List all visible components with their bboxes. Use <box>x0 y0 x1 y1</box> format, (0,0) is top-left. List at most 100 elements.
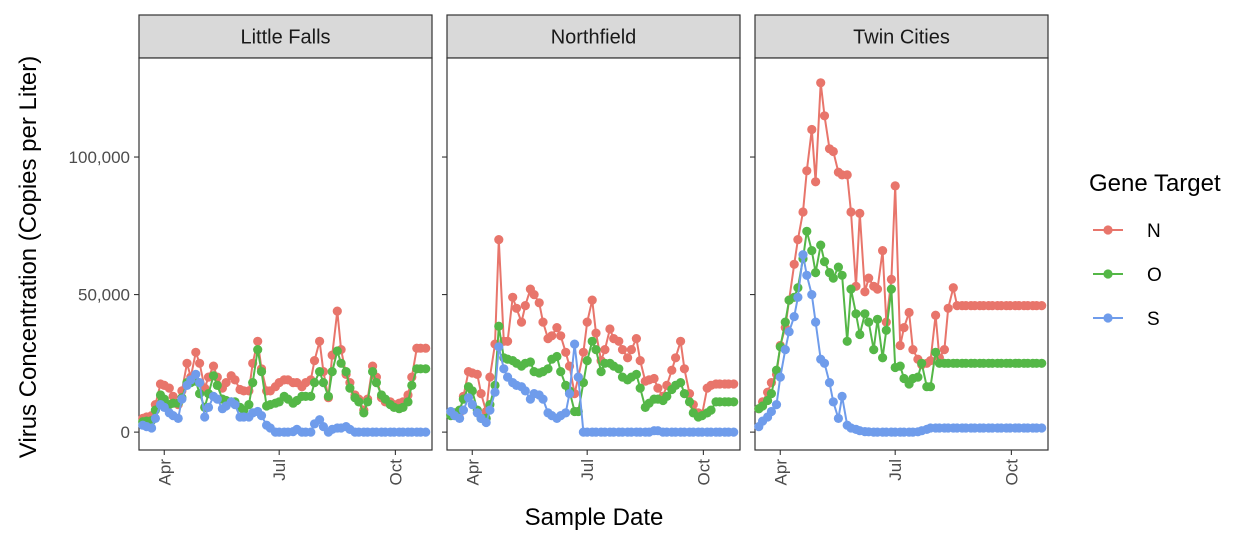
data-point <box>230 375 240 385</box>
data-point <box>855 329 865 340</box>
data-point <box>816 78 826 88</box>
data-point <box>766 406 777 417</box>
data-point <box>191 369 201 379</box>
data-point <box>472 369 482 379</box>
data-point <box>819 111 830 121</box>
data-point <box>371 378 381 388</box>
data-point <box>899 323 909 333</box>
data-point <box>614 336 624 346</box>
data-point <box>150 413 160 423</box>
data-point <box>631 334 642 344</box>
x-tick-label: Jul <box>886 459 905 481</box>
data-point <box>336 358 346 368</box>
data-point <box>780 317 790 327</box>
data-point <box>828 146 838 157</box>
y-tick-label: 50,000 <box>78 286 130 305</box>
data-point <box>467 400 477 410</box>
data-point <box>851 309 861 319</box>
data-point <box>667 365 677 375</box>
data-point <box>729 427 739 437</box>
legend-item-s: S <box>1093 309 1160 330</box>
legend-label: N <box>1147 221 1161 242</box>
data-point <box>802 166 812 176</box>
data-point <box>508 292 518 302</box>
data-point <box>623 353 633 363</box>
strip-background <box>138 14 433 59</box>
data-point <box>244 400 254 410</box>
data-point <box>1037 423 1047 433</box>
data-point <box>676 378 686 388</box>
data-point <box>649 373 659 384</box>
data-point <box>248 378 258 388</box>
data-point <box>323 391 333 401</box>
data-point <box>587 336 597 346</box>
data-point <box>842 170 852 180</box>
data-point <box>939 345 950 355</box>
data-point <box>543 364 553 374</box>
data-point <box>573 372 583 382</box>
strip-label-little-falls: Little Falls <box>240 27 330 49</box>
data-point <box>173 413 183 423</box>
data-point <box>846 207 856 217</box>
panel-little-falls: Little Falls 0 50,000 100,000 Apr Jul Oct <box>69 14 433 486</box>
x-axis-title: Sample Date <box>525 504 664 531</box>
legend-label: S <box>1147 309 1160 330</box>
data-point <box>917 358 927 368</box>
x-tick-label: Apr <box>463 459 482 486</box>
data-point <box>833 413 844 423</box>
data-point <box>195 389 205 399</box>
data-point <box>556 367 566 377</box>
data-point <box>256 411 267 421</box>
data-point <box>948 283 958 293</box>
series-N-little-falls <box>138 306 431 423</box>
data-point <box>458 405 468 415</box>
data-point <box>780 345 790 355</box>
data-point <box>341 367 351 377</box>
data-point <box>345 383 355 393</box>
data-point <box>309 356 320 366</box>
series-O-twin-cities <box>754 226 1047 414</box>
data-point <box>793 235 803 245</box>
data-point <box>407 380 417 390</box>
data-point <box>798 250 808 260</box>
data-point <box>212 380 222 390</box>
data-point <box>516 317 527 327</box>
x-tick-label: Oct <box>1002 459 1021 486</box>
data-point <box>230 400 240 410</box>
data-point <box>784 327 794 337</box>
data-point <box>203 402 214 412</box>
data-point <box>463 393 474 403</box>
data-point <box>846 284 856 294</box>
data-point <box>591 345 601 355</box>
series-S-little-falls <box>138 369 431 437</box>
data-point <box>864 273 874 283</box>
data-point <box>913 372 923 382</box>
data-point <box>729 397 739 407</box>
data-point <box>864 317 874 327</box>
data-point <box>605 324 615 334</box>
data-point <box>1037 301 1047 311</box>
data-point <box>925 382 936 392</box>
x-tick-label: Apr <box>155 459 174 486</box>
data-point <box>561 347 571 357</box>
data-point <box>200 412 210 422</box>
data-point <box>315 367 325 377</box>
data-point <box>789 259 799 269</box>
data-point <box>653 383 663 393</box>
x-tick-label: Oct <box>386 459 405 486</box>
data-point <box>168 391 178 401</box>
data-point <box>807 246 817 256</box>
legend-title: Gene Target <box>1089 170 1221 197</box>
y-axis-title: Virus Concentration (Copies per Liter) <box>15 56 42 458</box>
data-point <box>828 397 838 407</box>
data-point <box>421 343 431 353</box>
data-point <box>600 345 610 355</box>
data-point <box>529 290 539 300</box>
data-point <box>833 262 844 272</box>
data-point <box>775 372 785 382</box>
data-point <box>886 274 897 284</box>
data-point <box>766 389 777 399</box>
data-point <box>503 336 513 346</box>
data-point <box>582 317 592 327</box>
